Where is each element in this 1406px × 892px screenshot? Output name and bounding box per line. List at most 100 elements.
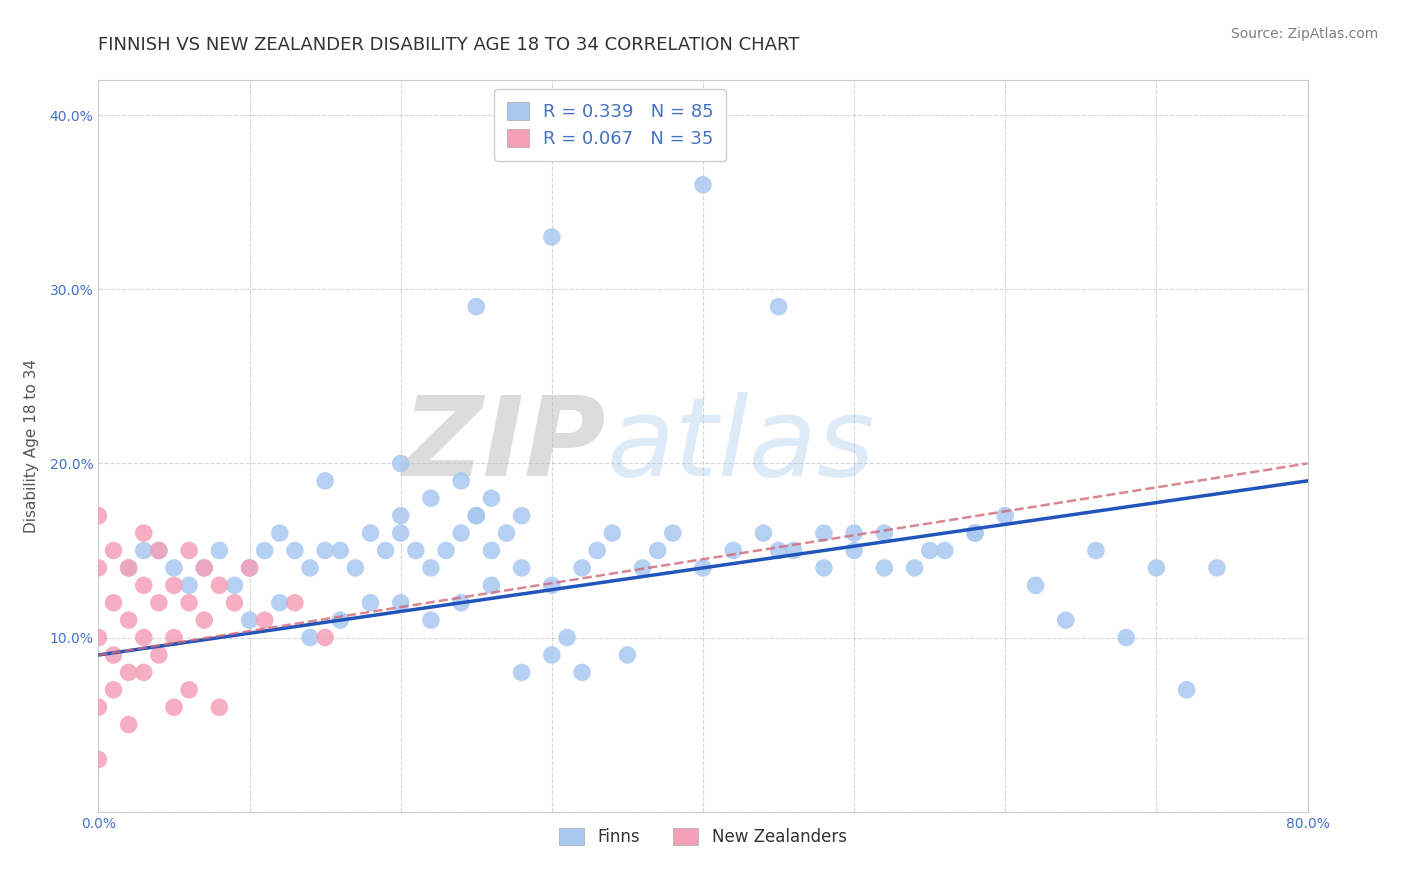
Point bbox=[768, 543, 790, 558]
Point bbox=[540, 230, 562, 244]
Point bbox=[299, 631, 322, 645]
Point bbox=[239, 561, 262, 575]
Point bbox=[132, 543, 155, 558]
Point bbox=[434, 543, 457, 558]
Point bbox=[481, 543, 503, 558]
Point bbox=[1085, 543, 1108, 558]
Point bbox=[163, 578, 186, 592]
Point bbox=[1024, 578, 1046, 592]
Point bbox=[118, 717, 141, 731]
Point bbox=[389, 457, 412, 471]
Point bbox=[329, 543, 352, 558]
Point bbox=[103, 648, 125, 662]
Point bbox=[965, 526, 987, 541]
Point bbox=[118, 561, 141, 575]
Point bbox=[844, 543, 866, 558]
Point bbox=[118, 665, 141, 680]
Point bbox=[405, 543, 427, 558]
Point bbox=[692, 561, 714, 575]
Point bbox=[420, 561, 443, 575]
Point bbox=[132, 578, 155, 592]
Point bbox=[555, 631, 578, 645]
Point bbox=[510, 508, 533, 523]
Point bbox=[374, 543, 396, 558]
Point bbox=[239, 561, 262, 575]
Point bbox=[132, 665, 155, 680]
Point bbox=[420, 491, 443, 506]
Point bbox=[179, 596, 201, 610]
Point bbox=[193, 561, 215, 575]
Point bbox=[193, 613, 215, 627]
Point bbox=[994, 508, 1017, 523]
Point bbox=[314, 474, 336, 488]
Text: ZIP: ZIP bbox=[402, 392, 606, 500]
Point bbox=[813, 561, 835, 575]
Point bbox=[510, 665, 533, 680]
Point bbox=[723, 543, 745, 558]
Point bbox=[783, 543, 806, 558]
Point bbox=[495, 526, 517, 541]
Point bbox=[329, 613, 352, 627]
Point bbox=[360, 526, 382, 541]
Point bbox=[389, 508, 412, 523]
Point bbox=[148, 648, 170, 662]
Point bbox=[661, 526, 683, 541]
Point bbox=[224, 596, 246, 610]
Point bbox=[360, 596, 382, 610]
Point bbox=[253, 543, 276, 558]
Point bbox=[631, 561, 654, 575]
Point bbox=[1115, 631, 1137, 645]
Point bbox=[813, 526, 835, 541]
Point bbox=[873, 561, 896, 575]
Point bbox=[179, 543, 201, 558]
Point bbox=[647, 543, 669, 558]
Point bbox=[87, 752, 110, 766]
Point bbox=[87, 561, 110, 575]
Point bbox=[344, 561, 367, 575]
Point bbox=[450, 474, 472, 488]
Point bbox=[299, 561, 322, 575]
Point bbox=[510, 561, 533, 575]
Point bbox=[465, 508, 488, 523]
Point bbox=[314, 631, 336, 645]
Point bbox=[540, 578, 562, 592]
Point bbox=[103, 596, 125, 610]
Point bbox=[465, 300, 488, 314]
Point bbox=[148, 596, 170, 610]
Point bbox=[918, 543, 941, 558]
Point bbox=[224, 578, 246, 592]
Point bbox=[148, 543, 170, 558]
Point bbox=[269, 596, 291, 610]
Point bbox=[752, 526, 775, 541]
Point bbox=[692, 178, 714, 192]
Point bbox=[1054, 613, 1077, 627]
Point bbox=[389, 596, 412, 610]
Point bbox=[193, 561, 215, 575]
Point bbox=[87, 700, 110, 714]
Point bbox=[768, 300, 790, 314]
Point bbox=[616, 648, 638, 662]
Point bbox=[450, 596, 472, 610]
Point bbox=[103, 682, 125, 697]
Point bbox=[602, 526, 624, 541]
Point bbox=[1144, 561, 1167, 575]
Point bbox=[208, 578, 231, 592]
Point bbox=[420, 613, 443, 627]
Point bbox=[103, 543, 125, 558]
Point bbox=[571, 561, 593, 575]
Point bbox=[586, 543, 609, 558]
Point bbox=[1175, 682, 1198, 697]
Point bbox=[540, 648, 562, 662]
Point bbox=[239, 613, 262, 627]
Point bbox=[87, 631, 110, 645]
Point bbox=[163, 700, 186, 714]
Point bbox=[179, 682, 201, 697]
Point bbox=[284, 543, 307, 558]
Point bbox=[1206, 561, 1229, 575]
Point bbox=[934, 543, 956, 558]
Point bbox=[481, 491, 503, 506]
Point bbox=[481, 578, 503, 592]
Point bbox=[269, 526, 291, 541]
Point bbox=[389, 526, 412, 541]
Point bbox=[118, 561, 141, 575]
